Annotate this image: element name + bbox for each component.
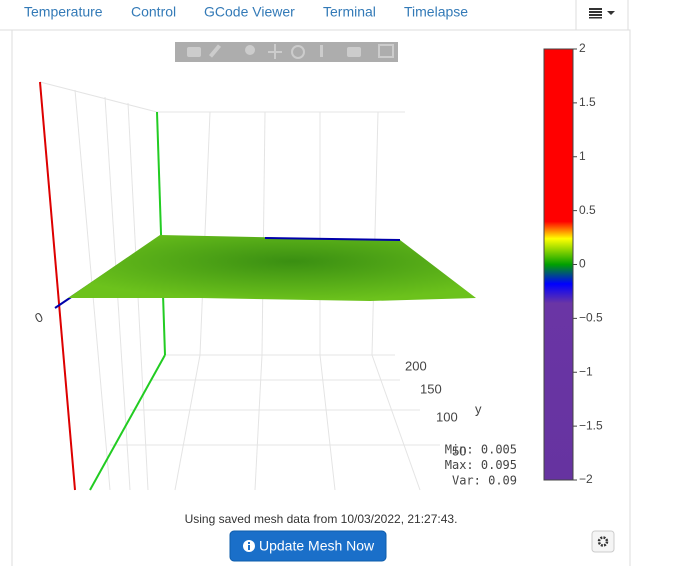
tab[interactable]: Control <box>131 4 176 20</box>
menu-icon <box>589 8 615 19</box>
z-axis-line <box>156 111 166 356</box>
orbit-icon[interactable] <box>291 45 305 59</box>
x-tick-label: 0 <box>32 309 45 326</box>
info-icon-bar <box>248 545 250 550</box>
update-button[interactable] <box>229 530 387 562</box>
gear-icon <box>597 536 609 547</box>
y-axis-title: y <box>475 401 482 416</box>
edit-icon[interactable] <box>208 44 222 58</box>
y-axis-line <box>264 237 401 241</box>
settings-button[interactable] <box>591 530 615 553</box>
mesh-surface <box>68 235 476 301</box>
stat: Var: 0.09 <box>452 474 517 488</box>
z-axis-line <box>89 354 166 491</box>
x-axis-line <box>39 81 76 491</box>
y-tick-label: 50 <box>452 443 466 458</box>
colorbar <box>543 48 574 481</box>
mesh-message: Using saved mesh data from 10/03/2022, 2… <box>185 512 458 526</box>
modebar <box>175 42 398 62</box>
button-label: Update Mesh Now <box>259 538 375 554</box>
stat: Max: 0.095 <box>445 458 517 472</box>
colorbar-label: 1 <box>579 149 586 163</box>
stat: Min: 0.005 <box>445 443 517 457</box>
colorbar-label: −0.5 <box>579 311 603 325</box>
y-tick-label: 100 <box>436 409 458 424</box>
tab[interactable]: GCode Viewer <box>204 4 295 20</box>
colorbar-label: 0 <box>579 257 586 271</box>
turntable-icon[interactable] <box>320 45 323 57</box>
pan-icon[interactable] <box>268 44 282 59</box>
tab[interactable]: Timelapse <box>404 4 468 20</box>
y-tick-label: 150 <box>420 381 442 396</box>
colorbar-label: −1 <box>579 364 593 378</box>
colorbar-label: 2 <box>579 41 586 55</box>
modebar-icons <box>187 44 394 59</box>
tab[interactable]: Temperature <box>24 4 103 20</box>
camera-view-icon[interactable] <box>347 47 361 57</box>
colorbar-label: 1.5 <box>579 95 596 109</box>
camera-icon[interactable] <box>187 47 201 57</box>
colorbar-label: −2 <box>579 472 593 486</box>
info-icon-dot <box>248 542 250 544</box>
reset-icon[interactable] <box>378 44 394 58</box>
colorbar-label: 0.5 <box>579 203 596 217</box>
colorbar-label: −1.5 <box>579 418 603 432</box>
y-tick-label: 200 <box>405 358 427 373</box>
tab[interactable]: Terminal <box>323 4 376 20</box>
zoom-icon[interactable] <box>245 45 255 55</box>
